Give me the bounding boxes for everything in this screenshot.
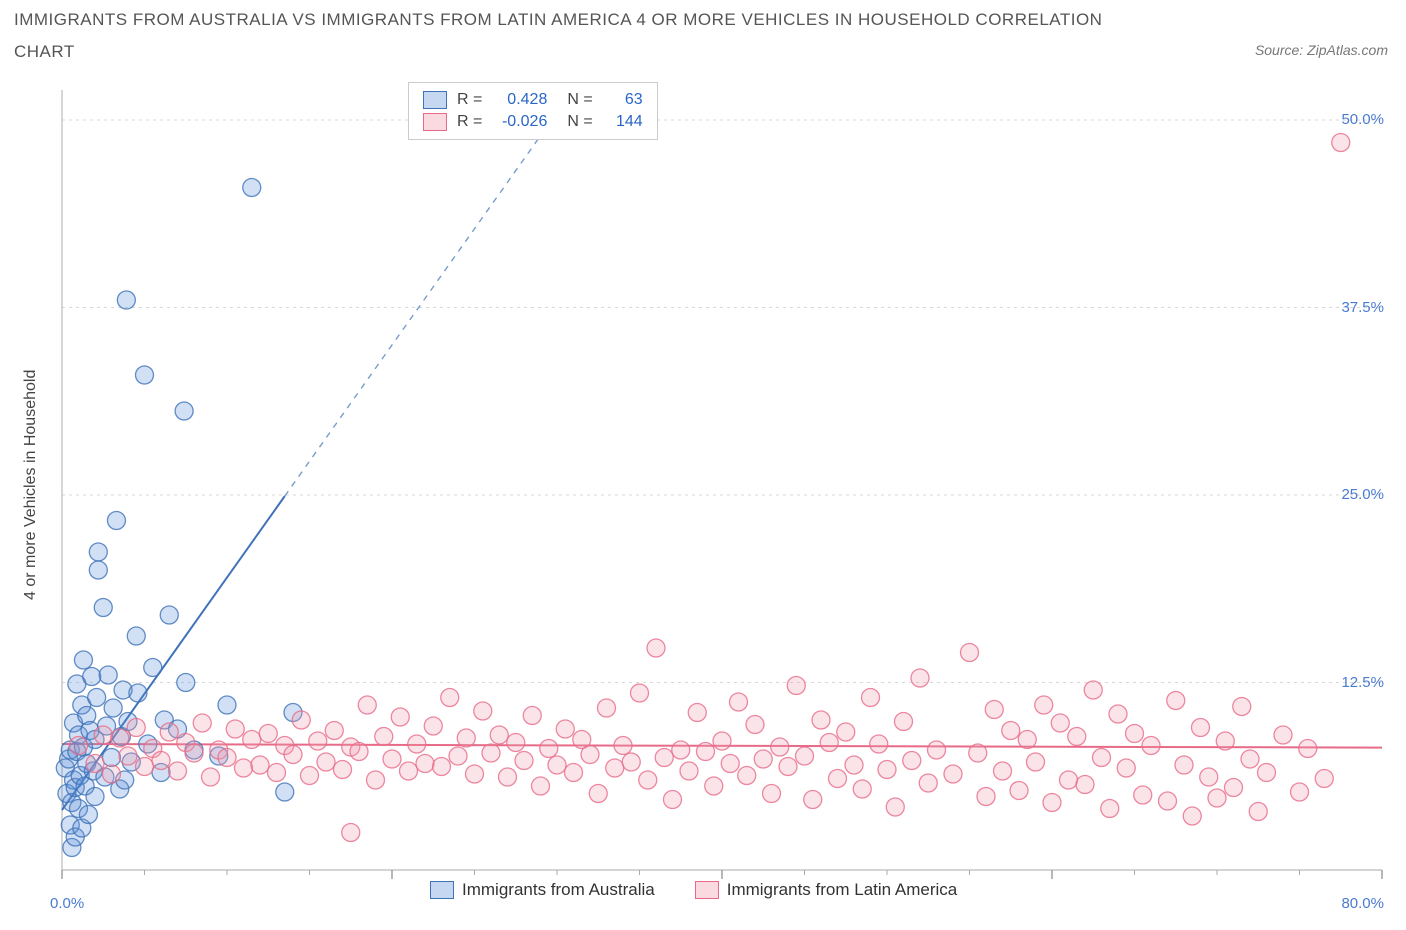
x-tick-0: 0.0% [50,895,84,912]
n-value-australia: 63 [603,89,643,111]
bottom-legend: Immigrants from Australia Immigrants fro… [430,880,957,900]
n-label: N = [567,89,592,111]
r-value-australia: 0.428 [492,89,547,111]
swatch-latin [695,881,719,899]
y-tick-label: 25.0% [1341,486,1384,503]
legend-label-latin: Immigrants from Latin America [727,880,958,900]
swatch-australia [430,881,454,899]
stats-row-latin: R = -0.026 N = 144 [423,111,643,133]
r-value-latin: -0.026 [492,111,547,133]
legend-item-latin: Immigrants from Latin America [695,880,958,900]
r-label: R = [457,89,482,111]
swatch-latin [423,113,447,131]
scatter-plot [0,0,1406,930]
r-label: R = [457,111,482,133]
n-value-latin: 144 [603,111,643,133]
legend-label-australia: Immigrants from Australia [462,880,655,900]
legend-item-australia: Immigrants from Australia [430,880,655,900]
y-tick-label: 12.5% [1341,674,1384,691]
y-tick-label: 37.5% [1341,299,1384,316]
swatch-australia [423,91,447,109]
stats-legend-box: R = 0.428 N = 63 R = -0.026 N = 144 [408,82,658,140]
y-tick-label: 50.0% [1341,111,1384,128]
n-label: N = [567,111,592,133]
stats-row-australia: R = 0.428 N = 63 [423,89,643,111]
x-tick-80: 80.0% [1341,895,1384,912]
